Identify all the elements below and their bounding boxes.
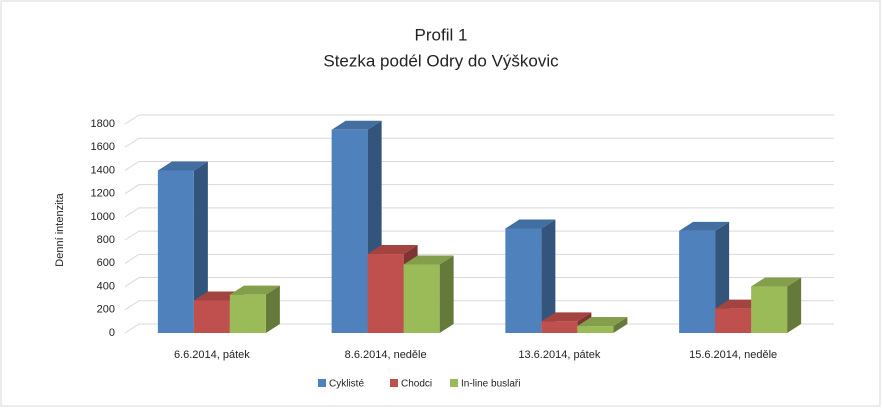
bar-front <box>751 286 788 333</box>
bar <box>505 219 556 333</box>
grid-line <box>124 277 834 287</box>
bar-top <box>367 245 418 255</box>
grid-line <box>124 300 834 311</box>
grid-line <box>124 207 834 218</box>
bar-top <box>751 277 802 287</box>
bar-top <box>157 161 208 171</box>
grid-line <box>124 253 834 264</box>
bar <box>577 317 628 333</box>
bar-front <box>157 170 194 333</box>
x-tick-label: 13.6.2014, pátek <box>518 349 600 361</box>
bar-side <box>265 285 280 333</box>
bar-top <box>577 317 628 327</box>
bar-side <box>541 219 556 333</box>
bar-front <box>505 228 542 333</box>
y-axis-label: Denní intenzita <box>54 192 66 266</box>
grid-line <box>124 184 834 195</box>
y-tick-label: 1600 <box>91 141 115 153</box>
bar-side <box>193 161 208 333</box>
legend-label: Chodci <box>401 379 432 390</box>
y-tick-label: 1400 <box>91 164 115 176</box>
bar-top <box>229 285 280 295</box>
bar-front <box>229 294 266 333</box>
chart-subtitle: Stezka podél Odry do Výškovic <box>323 51 559 70</box>
y-tick-label: 0 <box>109 327 115 339</box>
bar-front <box>541 321 578 333</box>
bar-front <box>577 326 614 333</box>
legend-label: Cyklisté <box>329 379 364 390</box>
y-tick-label: 200 <box>97 304 115 316</box>
grid-line <box>124 114 834 125</box>
bar-top <box>541 312 592 322</box>
bar-top <box>331 120 382 130</box>
grid-line <box>124 160 834 171</box>
bar-side <box>613 317 628 333</box>
bar <box>157 161 208 333</box>
bar <box>751 277 802 333</box>
legend-swatch <box>390 379 398 387</box>
bar-top <box>403 255 454 265</box>
y-tick-label: 1200 <box>91 188 115 200</box>
y-tick-label: 1000 <box>91 211 115 223</box>
bar-front <box>367 254 404 333</box>
chart-title: Profil 1 <box>415 25 468 44</box>
y-tick-label: 800 <box>97 234 115 246</box>
bar-front <box>679 230 716 333</box>
bar-side <box>439 255 454 333</box>
bar <box>403 255 454 333</box>
bar-side <box>787 277 802 333</box>
bar <box>229 285 280 333</box>
y-tick-label: 1800 <box>91 118 115 130</box>
bar-front <box>403 264 440 333</box>
x-tick-label: 8.6.2014, neděle <box>345 349 427 361</box>
legend-label: In-line buslaři <box>461 379 520 390</box>
bar-top <box>505 219 556 229</box>
bar <box>679 221 730 333</box>
bar-front <box>715 308 752 333</box>
bar-top <box>679 221 730 231</box>
x-tick-label: 6.6.2014, pátek <box>174 349 250 361</box>
legend-swatch <box>450 379 458 387</box>
grid-line <box>124 137 834 148</box>
legend-swatch <box>318 379 326 387</box>
bar-front <box>331 129 368 333</box>
bar-front <box>193 300 230 333</box>
y-tick-label: 400 <box>97 280 115 292</box>
x-tick-label: 15.6.2014, neděle <box>689 349 777 361</box>
y-tick-label: 600 <box>97 257 115 269</box>
grid-line <box>124 230 834 241</box>
